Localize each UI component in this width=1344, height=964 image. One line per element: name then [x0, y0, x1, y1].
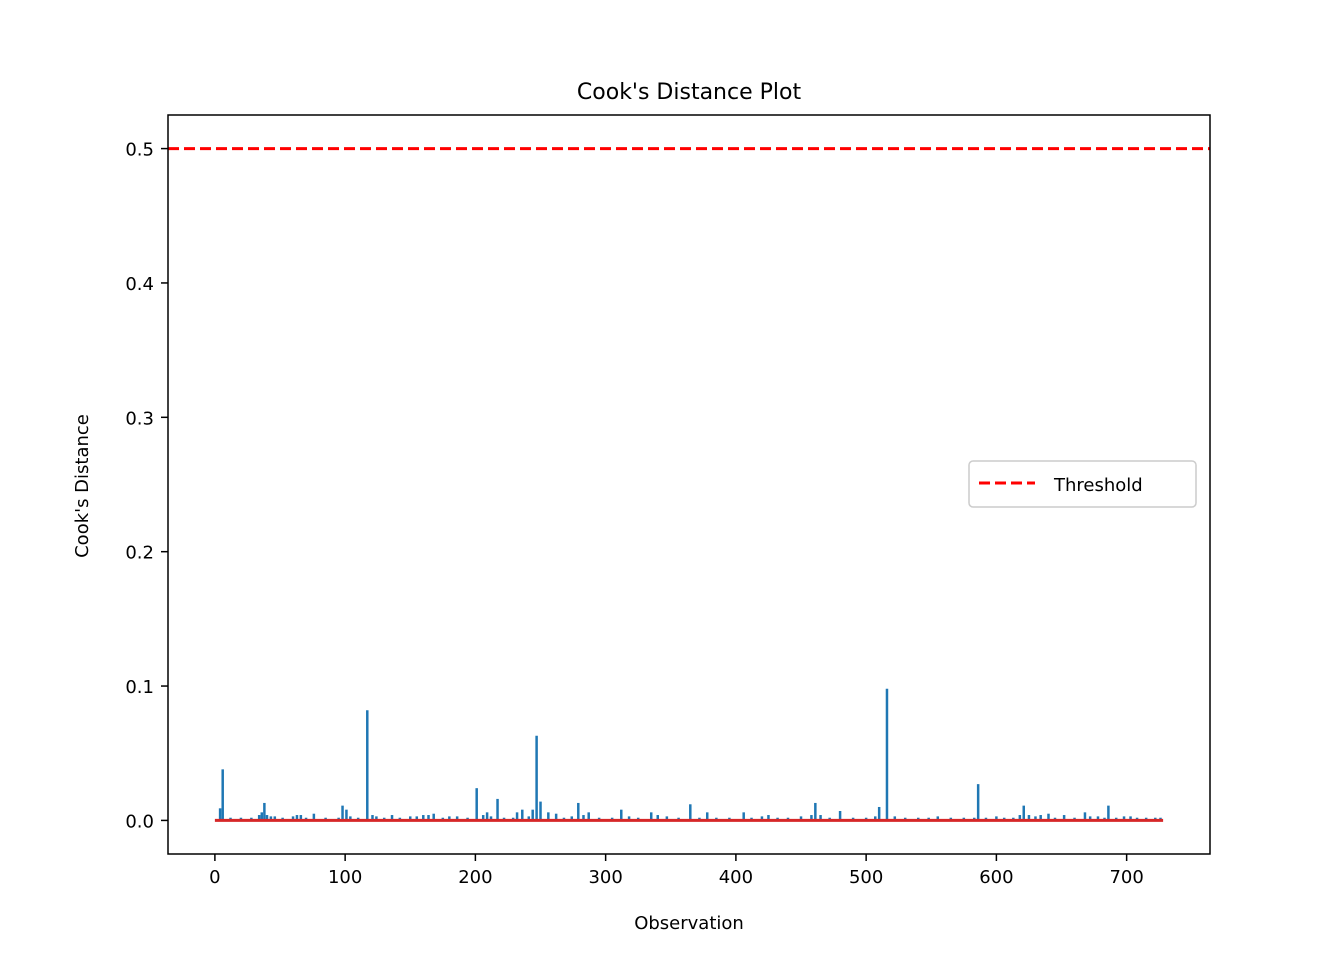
- axes-frame: [167, 114, 1211, 855]
- legend: Threshold: [968, 460, 1197, 508]
- y-tick-label-0.1: 0.1: [125, 677, 154, 698]
- x-tick-label-300: 300: [588, 867, 622, 888]
- x-axis-label: Observation: [634, 913, 744, 934]
- x-tick-label-0: 0: [209, 867, 220, 888]
- y-tick-label-0.5: 0.5: [125, 140, 154, 161]
- y-tick-label-0.2: 0.2: [125, 543, 154, 564]
- x-tick-label-700: 700: [1109, 867, 1143, 888]
- x-tick-label-100: 100: [328, 867, 362, 888]
- y-tick-label-0: 0.0: [125, 811, 154, 832]
- y-axis-label: Cook's Distance: [72, 414, 93, 558]
- y-tick-label-0.4: 0.4: [125, 274, 154, 295]
- legend-threshold-label: Threshold: [1053, 475, 1143, 496]
- plot-area: [168, 147, 1210, 822]
- y-tick-label-0.3: 0.3: [125, 408, 154, 429]
- x-tick-label-600: 600: [979, 867, 1013, 888]
- chart-title: Cook's Distance Plot: [577, 80, 802, 105]
- legend-box: [968, 460, 1197, 508]
- x-tick-label-400: 400: [719, 867, 753, 888]
- x-tick-label-500: 500: [849, 867, 883, 888]
- x-tick-label-200: 200: [458, 867, 492, 888]
